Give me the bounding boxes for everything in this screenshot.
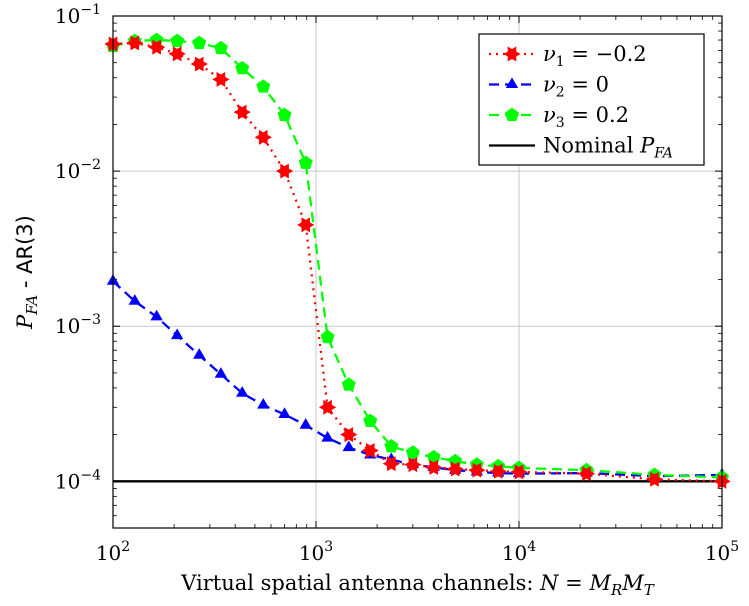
data-point (193, 348, 206, 359)
data-point (318, 399, 337, 415)
data-point (341, 377, 356, 391)
data-point (299, 418, 312, 429)
legend: ν1 = −0.2 ν2 = 0ν3 = 0.2 Nominal PFA (478, 33, 705, 166)
data-point (275, 163, 294, 179)
data-point (468, 462, 486, 478)
data-point (235, 60, 250, 75)
legend-marker (504, 107, 520, 121)
legend-entry: ν3 = 0.2 (489, 103, 629, 131)
data-point (212, 71, 230, 87)
legend-marker (505, 77, 519, 89)
data-point (170, 328, 184, 340)
data-point (489, 463, 507, 479)
data-point (277, 107, 292, 121)
legend-entry: ν2 = 0 (489, 73, 609, 101)
data-point (168, 46, 186, 62)
legend-marker (503, 46, 521, 62)
data-point (342, 440, 355, 452)
data-point (446, 461, 464, 477)
x-axis-label: Virtual spatial antenna channels: N = MR… (180, 571, 655, 599)
x-tick-label: 105 (705, 539, 739, 565)
data-point (213, 40, 228, 55)
x-tick-label: 103 (299, 539, 333, 565)
data-point (645, 471, 664, 487)
legend-label: ν2 = 0 (543, 73, 609, 101)
y-tick-label: 10−2 (55, 157, 101, 183)
data-point (254, 129, 272, 145)
data-point (126, 35, 144, 51)
data-point (404, 457, 422, 473)
data-point (150, 309, 163, 321)
data-point (340, 427, 358, 443)
data-point (510, 464, 528, 480)
legend-label: ν3 = 0.2 (543, 103, 629, 131)
x-tick-label: 102 (96, 539, 130, 565)
x-axis-label-text: Virtual spatial antenna channels: N = MR… (180, 571, 655, 599)
data-point (256, 79, 271, 93)
x-tick-label: 104 (502, 539, 536, 565)
data-point (278, 407, 291, 418)
y-axis-label-text: PFA - AR(3) (13, 215, 41, 330)
y-tick-label: 10−1 (55, 2, 101, 28)
data-point (382, 456, 400, 472)
data-point (321, 430, 334, 442)
data-point (170, 33, 185, 47)
x-tick-labels: 102 103 104 105 (96, 539, 739, 565)
plot-frame (112, 15, 723, 529)
series-2 (105, 32, 730, 484)
data-point (361, 443, 379, 458)
data-point (128, 294, 141, 305)
data-point (320, 329, 335, 344)
legend-label: Nominal PFA (543, 134, 673, 162)
data-point (257, 397, 270, 409)
legend-label: ν1 = −0.2 (543, 42, 647, 70)
data-point (577, 466, 596, 482)
y-axis-label: PFA - AR(3) (13, 215, 41, 330)
data-point (384, 438, 399, 453)
data-point (298, 155, 313, 169)
data-point (233, 104, 251, 120)
y-tick-labels: 10−4 10−3 10−2 10−1 (55, 2, 101, 493)
y-tick-label: 10−4 (55, 467, 101, 493)
legend-entry: ν1 = −0.2 (489, 42, 647, 70)
plot-area (104, 32, 731, 489)
y-tick-label: 10−3 (55, 312, 101, 338)
data-point (192, 35, 207, 49)
data-point (405, 445, 420, 459)
data-point (236, 386, 249, 397)
data-point (214, 367, 228, 378)
data-point (363, 413, 378, 427)
data-point (425, 459, 443, 475)
data-point (297, 217, 315, 233)
data-point (190, 56, 208, 72)
data-point (148, 39, 166, 55)
legend-entry: Nominal PFA (489, 134, 673, 162)
